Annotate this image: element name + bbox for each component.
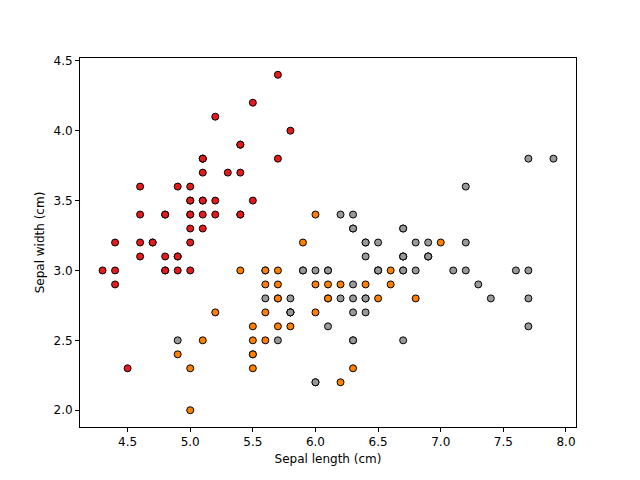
svg-text:7.5: 7.5 bbox=[494, 435, 513, 449]
svg-text:4.5: 4.5 bbox=[54, 54, 73, 68]
svg-text:6.5: 6.5 bbox=[369, 435, 388, 449]
svg-text:5.5: 5.5 bbox=[243, 435, 262, 449]
svg-text:7.0: 7.0 bbox=[431, 435, 450, 449]
svg-text:Sepal width (cm): Sepal width (cm) bbox=[33, 192, 47, 294]
svg-text:8.0: 8.0 bbox=[556, 435, 575, 449]
svg-text:4.0: 4.0 bbox=[54, 124, 73, 138]
svg-text:2.0: 2.0 bbox=[54, 403, 73, 417]
svg-text:3.5: 3.5 bbox=[54, 194, 73, 208]
svg-text:5.0: 5.0 bbox=[181, 435, 200, 449]
svg-text:6.0: 6.0 bbox=[306, 435, 325, 449]
svg-text:Sepal length (cm): Sepal length (cm) bbox=[275, 452, 382, 466]
svg-text:4.5: 4.5 bbox=[118, 435, 137, 449]
svg-text:3.0: 3.0 bbox=[54, 264, 73, 278]
svg-text:2.5: 2.5 bbox=[54, 334, 73, 348]
